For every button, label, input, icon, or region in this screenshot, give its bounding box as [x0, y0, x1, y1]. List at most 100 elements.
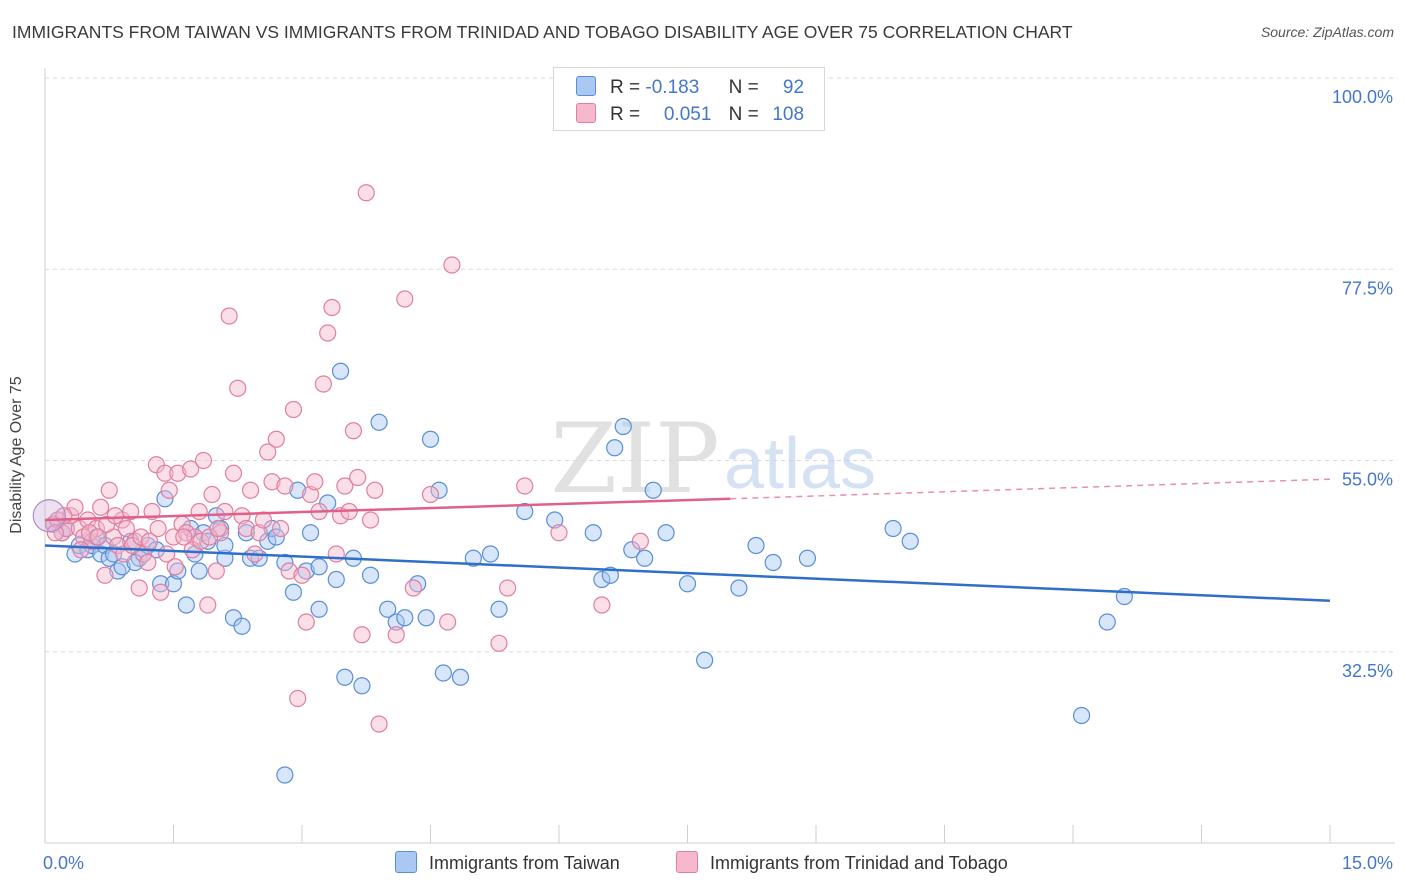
trinidad-point: [443, 256, 461, 274]
taiwan-point: [798, 549, 817, 567]
trinidad-point: [353, 626, 371, 644]
taiwan-point: [421, 430, 440, 448]
taiwan-trend-line: [44, 544, 1331, 602]
trinidad-point: [139, 553, 157, 572]
trinidad-point: [550, 524, 568, 542]
taiwan-point: [284, 583, 303, 601]
taiwan-point: [434, 664, 452, 682]
taiwan-point: [289, 481, 307, 499]
trinidad-point: [169, 464, 187, 482]
taiwan-point: [276, 553, 294, 572]
legend-item-trinidad: Immigrants from Trinidad and Tobago: [676, 851, 1008, 874]
y-tick-label: 77.5%: [1342, 278, 1393, 298]
taiwan-point: [696, 651, 714, 669]
trinidad-point: [593, 596, 611, 614]
legend-row-taiwan: R = -0.183 N = 92: [576, 76, 804, 98]
trinidad-point: [314, 375, 333, 393]
trend-lines: [44, 478, 1331, 602]
trinidad-point: [233, 507, 251, 525]
y-tick-label: 32.5%: [1342, 661, 1393, 681]
taiwan-point: [92, 545, 110, 563]
trinidad-point: [96, 566, 114, 584]
trinidad-point: [166, 558, 184, 576]
trinidad-legend-swatch: [676, 851, 698, 873]
taiwan-point: [636, 549, 654, 567]
trinidad-point: [396, 290, 414, 308]
trinidad-n-value: 108: [772, 104, 805, 125]
taiwan-point: [490, 600, 508, 618]
trinidad-point: [293, 566, 311, 584]
taiwan-point: [430, 481, 448, 499]
trinidad-point: [117, 519, 135, 538]
trinidad-point: [89, 528, 107, 546]
taiwan-point: [464, 549, 482, 567]
taiwan-point: [614, 417, 632, 436]
trinidad-point: [156, 464, 174, 482]
trinidad-point: [229, 379, 247, 397]
trinidad-point: [190, 502, 208, 521]
watermark-zip: ZIP: [550, 403, 719, 515]
watermark-atlas: atlas: [724, 424, 876, 504]
taiwan-point: [301, 524, 320, 542]
taiwan-legend-label: Immigrants from Taiwan: [429, 853, 620, 873]
trinidad-point: [327, 545, 345, 563]
trinidad-legend-label: Immigrants from Trinidad and Tobago: [710, 853, 1008, 873]
taiwan-point: [353, 677, 371, 695]
taiwan-point: [233, 617, 251, 635]
trinidad-point: [220, 307, 238, 325]
trinidad-point: [421, 485, 440, 504]
trinidad-point: [271, 519, 290, 538]
trinidad-point: [490, 634, 508, 652]
taiwan-point: [113, 558, 131, 576]
x-tick-label-min: 0.0%: [43, 853, 84, 873]
taiwan-swatch: [576, 76, 596, 96]
trinidad-point: [319, 324, 337, 342]
trinidad-point: [209, 519, 227, 538]
n-label: N =: [728, 104, 759, 125]
trinidad-point: [203, 485, 221, 504]
taiwan-point: [1098, 613, 1116, 631]
taiwan-point: [657, 524, 675, 542]
trinidad-point: [297, 613, 315, 631]
trinidad-point: [192, 532, 210, 550]
source-label: Source: ZipAtlas.com: [1260, 24, 1394, 40]
taiwan-point: [593, 570, 611, 589]
trinidad-point: [263, 473, 281, 491]
trinidad-point: [72, 541, 90, 559]
taiwan-point: [276, 766, 294, 784]
taiwan-point: [190, 562, 208, 580]
chart-title: IMMIGRANTS FROM TAIWAN VS IMMIGRANTS FRO…: [12, 22, 1073, 42]
legend-row-trinidad: R = 0.051 N = 108: [576, 103, 804, 125]
tick-labels: 32.5% 55.0% 77.5% 100.0% 0.0% 15.0%: [43, 87, 1393, 873]
trinidad-point: [631, 532, 649, 550]
trinidad-point: [370, 715, 388, 733]
trinidad-point: [387, 626, 405, 644]
taiwan-point: [606, 439, 624, 457]
taiwan-point: [1072, 706, 1091, 725]
trinidad-trend-extension: [730, 478, 1331, 500]
taiwan-point: [164, 575, 183, 593]
series-trinidad-points: [32, 184, 649, 733]
taiwan-point: [267, 528, 285, 546]
taiwan-point: [601, 566, 620, 584]
taiwan-point: [361, 566, 380, 584]
n-label: N =: [728, 77, 759, 98]
trinidad-point: [267, 430, 285, 448]
taiwan-point: [481, 545, 500, 563]
trinidad-point: [216, 502, 234, 521]
taiwan-point: [370, 413, 388, 431]
trinidad-point: [199, 596, 217, 614]
trinidad-point: [250, 524, 268, 542]
y-tick-label: 100.0%: [1332, 87, 1393, 107]
r-label: R =: [610, 77, 641, 98]
taiwan-point: [884, 519, 902, 538]
trinidad-point: [106, 507, 124, 525]
trinidad-point: [516, 477, 534, 495]
trinidad-point: [259, 443, 277, 461]
trinidad-point: [323, 298, 341, 317]
trinidad-point: [237, 519, 255, 538]
trinidad-point: [149, 519, 167, 538]
taiwan-legend-swatch: [395, 851, 417, 873]
trinidad-r-value: 0.051: [663, 104, 712, 125]
taiwan-point: [379, 600, 397, 618]
